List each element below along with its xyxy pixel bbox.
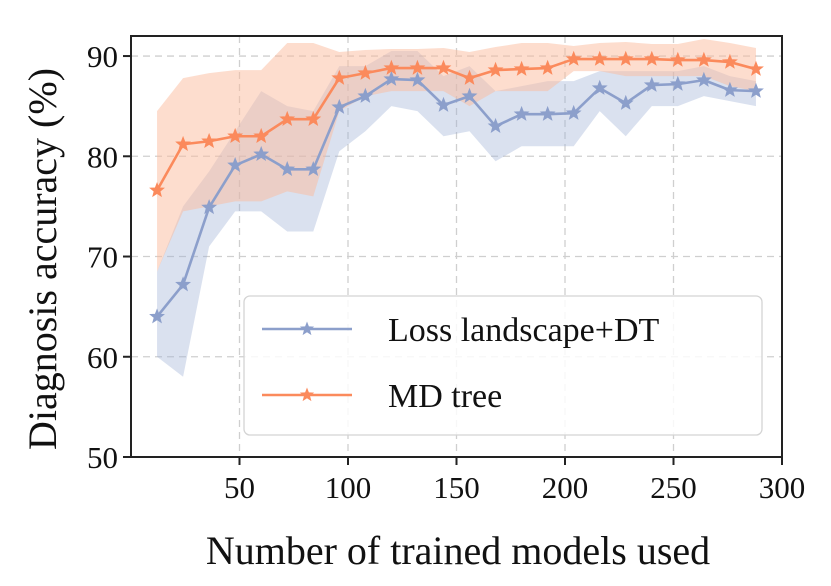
data-point-loss-landscape — [513, 105, 530, 121]
data-point-md-tree — [357, 64, 374, 80]
legend-label-loss-landscape: Loss landscape+DT — [388, 312, 660, 349]
data-point-md-tree — [175, 135, 192, 151]
legend: Loss landscape+DT MD tree — [243, 295, 763, 436]
data-point-loss-landscape — [748, 82, 764, 98]
data-point-md-tree — [539, 59, 556, 75]
data-point-loss-landscape — [253, 145, 270, 162]
data-point-md-tree — [435, 59, 452, 75]
data-point-loss-landscape — [721, 81, 738, 97]
data-point-loss-landscape — [175, 276, 192, 292]
data-point-md-tree — [305, 110, 322, 126]
data-point-loss-landscape — [487, 117, 504, 133]
data-point-loss-landscape — [201, 199, 218, 215]
data-point-loss-landscape — [279, 160, 296, 177]
data-point-loss-landscape — [409, 71, 426, 87]
data-point-md-tree — [383, 59, 400, 75]
x-tick-label: 50 — [224, 470, 255, 505]
legend-label-md-tree: MD tree — [388, 378, 502, 415]
data-point-md-tree — [643, 50, 660, 66]
data-point-md-tree — [149, 182, 165, 198]
x-tick-label: 100 — [325, 470, 372, 505]
data-point-loss-landscape — [591, 79, 608, 95]
legend-marker-md-tree — [299, 387, 315, 402]
data-point-md-tree — [617, 50, 634, 66]
legend-marker-loss-landscape — [299, 321, 315, 336]
data-point-loss-landscape — [357, 87, 374, 103]
band-md-tree — [157, 39, 756, 272]
data-point-loss-landscape — [331, 98, 348, 114]
data-point-md-tree — [201, 132, 218, 148]
y-tick-label: 60 — [87, 340, 118, 375]
data-point-loss-landscape — [539, 105, 556, 121]
y-tick-label: 70 — [87, 240, 118, 275]
data-point-md-tree — [748, 60, 764, 76]
data-point-loss-landscape — [565, 104, 582, 120]
data-point-loss-landscape — [149, 308, 165, 324]
data-point-loss-landscape — [305, 160, 322, 177]
data-point-md-tree — [331, 69, 348, 85]
y-tick-label: 80 — [87, 139, 118, 174]
data-point-md-tree — [409, 59, 426, 75]
data-point-md-tree — [279, 110, 296, 126]
y-tick-label: 90 — [87, 39, 118, 74]
x-tick-label: 200 — [542, 470, 589, 505]
data-point-loss-landscape — [435, 96, 452, 112]
data-point-loss-landscape — [383, 70, 400, 86]
data-point-md-tree — [513, 60, 530, 76]
series-markers — [149, 50, 764, 324]
x-tick-label: 250 — [650, 470, 697, 505]
legend-box — [243, 295, 763, 436]
data-point-loss-landscape — [617, 94, 634, 110]
data-point-loss-landscape — [227, 156, 244, 173]
data-point-md-tree — [565, 50, 582, 66]
x-tick-label: 150 — [433, 470, 480, 505]
data-point-md-tree — [227, 127, 244, 143]
data-point-md-tree — [591, 50, 608, 66]
data-point-md-tree — [721, 53, 738, 69]
data-point-md-tree — [461, 69, 478, 85]
data-point-md-tree — [669, 51, 686, 67]
x-axis-label: Number of trained models used — [206, 528, 710, 573]
data-point-md-tree — [487, 61, 504, 77]
data-point-loss-landscape — [669, 75, 686, 91]
data-point-loss-landscape — [643, 76, 660, 92]
data-point-md-tree — [253, 127, 270, 143]
axis-ticks: 50 100 150 200 250 300 50 60 70 80 90 — [87, 39, 805, 505]
y-axis-label: Diagnosis accuracy (%) — [20, 68, 65, 450]
data-point-md-tree — [695, 51, 712, 67]
data-point-loss-landscape — [695, 71, 712, 87]
confidence-bands — [157, 39, 756, 377]
data-point-loss-landscape — [461, 87, 478, 103]
x-tick-label: 300 — [759, 470, 806, 505]
y-tick-label: 50 — [87, 440, 118, 475]
